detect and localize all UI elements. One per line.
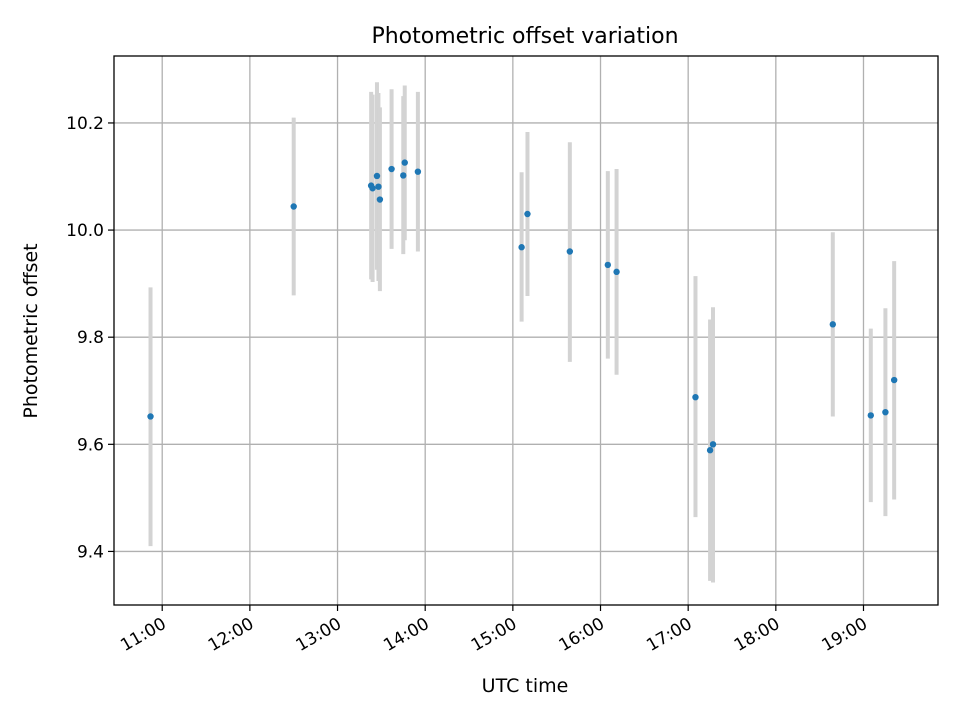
data-point [414,168,422,175]
y-axis-ticks: 9.4 9.6 9.8 10.0 10.2 [66,114,114,562]
data-point [373,172,381,180]
data-point [375,183,382,190]
data-point [692,393,699,401]
y-tick-label: 10.0 [66,221,104,241]
data-point [867,412,874,419]
y-tick-label: 10.2 [66,114,104,134]
data-point [566,248,574,255]
y-axis-label: Photometric offset [20,243,42,418]
data-point [829,321,837,328]
data-point [369,185,376,192]
x-axis-label: UTC time [482,675,569,697]
y-tick-label: 9.6 [77,435,104,455]
data-point [400,172,407,179]
data-point [524,210,531,218]
y-tick-label: 9.8 [77,328,104,348]
data-point [376,196,384,203]
data-point [613,268,620,276]
data-point [290,203,297,210]
data-point [706,447,714,454]
data-point [604,261,612,269]
y-tick-label: 9.4 [77,542,104,562]
data-point [518,244,525,251]
chart-title: Photometric offset variation [371,24,678,49]
data-point [147,413,154,420]
data-point [388,165,395,173]
data-point [890,376,898,384]
data-point [882,408,889,416]
data-points [147,159,898,454]
data-point [709,441,717,448]
data-point [401,159,408,166]
plot-frame [113,55,939,606]
